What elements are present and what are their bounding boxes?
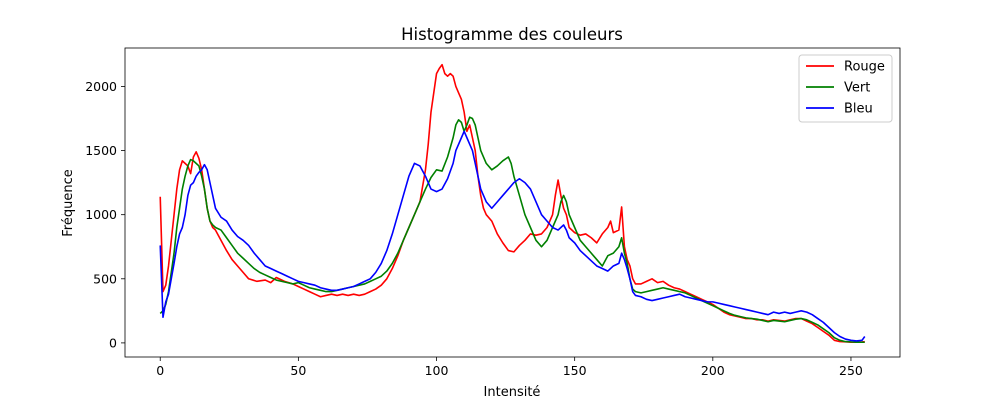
legend-label-rouge: Rouge — [844, 60, 885, 75]
x-tick-label: 50 — [290, 363, 306, 378]
legend-label-bleu: Bleu — [844, 102, 873, 117]
legend: Rouge Vert Bleu — [798, 54, 893, 123]
series-layer — [159, 63, 866, 344]
x-tick-label: 100 — [425, 363, 449, 378]
x-tick-label: 150 — [563, 363, 587, 378]
legend-box — [798, 54, 893, 123]
plot-area — [124, 47, 901, 358]
series-line-vert — [159, 116, 865, 344]
y-tick-label: 1500 — [85, 143, 117, 158]
x-axis-label: Intensité — [484, 385, 541, 400]
chart-title: Histogramme des couleurs — [401, 25, 623, 44]
y-tick-label: 2000 — [85, 79, 117, 94]
plot-frame — [124, 47, 901, 358]
x-tick-label: 200 — [701, 363, 725, 378]
y-tick-label: 500 — [93, 271, 117, 286]
y-axis: 0 500 1000 1500 2000 — [85, 79, 125, 350]
x-tick-label: 250 — [839, 363, 863, 378]
series-line-bleu — [159, 130, 866, 342]
y-tick-label: 0 — [109, 335, 117, 350]
y-axis-label: Fréquence — [61, 169, 76, 236]
x-axis: 0 50 100 150 200 250 — [156, 357, 863, 378]
plot-background — [125, 48, 900, 357]
legend-label-vert: Vert — [844, 81, 870, 96]
series-line-rouge — [159, 63, 865, 344]
y-tick-label: 1000 — [85, 207, 117, 222]
x-tick-label: 0 — [156, 363, 164, 378]
